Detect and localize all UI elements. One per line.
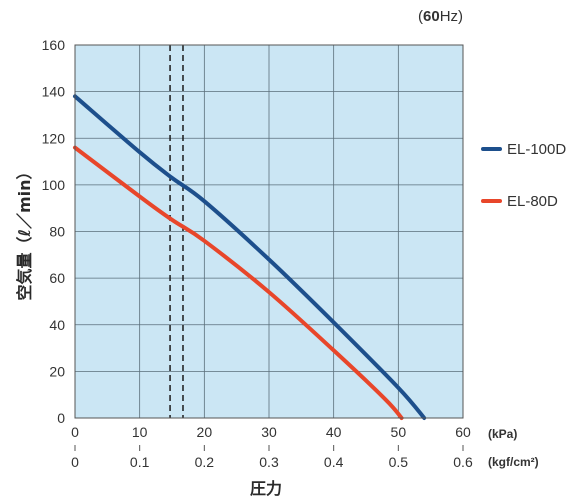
x-tick-label-kpa: 20	[197, 424, 213, 440]
y-tick-label: 20	[49, 363, 65, 379]
x-tick-label-kgf: 0.4	[324, 454, 344, 470]
x-tick-label-kpa: 30	[261, 424, 277, 440]
legend-label: EL-100D	[507, 141, 566, 158]
y-tick-label: 0	[57, 410, 65, 426]
y-tick-label: 60	[49, 270, 65, 286]
frequency-value: 60	[423, 8, 440, 25]
x-tick-label-kpa: 0	[71, 424, 79, 440]
y-tick-label: 80	[49, 224, 65, 240]
x-tick-label-kgf: 0.3	[259, 454, 279, 470]
y-tick-label: 40	[49, 317, 65, 333]
plot-border	[74, 44, 464, 419]
x-unit-kpa: (kPa)	[488, 427, 517, 441]
legend-label: EL-80D	[507, 193, 558, 210]
x-tick-label-kgf: 0.5	[389, 454, 409, 470]
x-tick-label-kpa: 50	[391, 424, 407, 440]
x-tick-labels-kpa: 0 10 20 30 40 50 60	[71, 424, 471, 440]
x-tick-label-kgf: 0.1	[130, 454, 150, 470]
x-unit-kgf: (kgf/cm²)	[488, 455, 539, 469]
x-tick-label-kpa: 40	[326, 424, 342, 440]
reference-lines	[169, 45, 184, 418]
y-axis-title: 空気量（ℓ／min）	[15, 163, 34, 300]
y-tick-label: 120	[42, 130, 66, 146]
x-tick-label-kpa: 60	[455, 424, 471, 440]
frequency-open: (	[418, 8, 423, 25]
y-tick-label: 140	[42, 84, 66, 100]
x-tick-label-kpa: 10	[132, 424, 148, 440]
y-tick-labels: 0 20 40 60 80 100 120 140 160	[42, 37, 66, 426]
x-axis-title: 圧力	[250, 479, 282, 498]
frequency-note: (60Hz)	[418, 8, 463, 25]
x-tick-label-kgf: 0	[71, 454, 79, 470]
frequency-unit: Hz)	[440, 8, 463, 25]
legend: EL-100D EL-80D	[481, 141, 566, 210]
series-lines	[73, 94, 427, 420]
series-line-el-100d	[73, 94, 427, 420]
x-tick-label-kgf: 0.2	[195, 454, 215, 470]
series-line-el-80d	[73, 145, 404, 420]
x-tick-label-kgf: 0.6	[453, 454, 473, 470]
y-tick-label: 100	[42, 177, 66, 193]
x-tick-labels-kgf: 0 0.1 0.2 0.3 0.4 0.5 0.6	[71, 445, 473, 470]
y-tick-label: 160	[42, 37, 66, 53]
